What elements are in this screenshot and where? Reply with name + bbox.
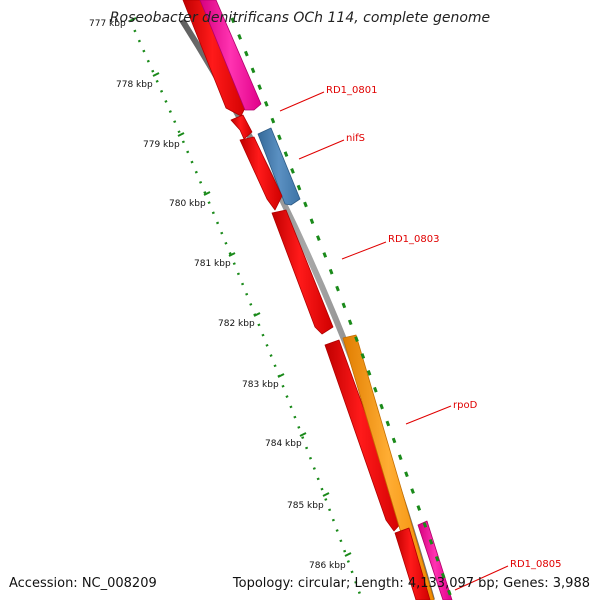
tick-label-786: 786 kbp [309,561,346,571]
ruler-major-tick-5 [253,312,261,317]
tick-label-784: 784 kbp [265,439,302,449]
ruler-major-tick-2 [177,132,185,137]
ruler-major-tick-7 [299,432,307,437]
gene-rd1-0803[interactable] [271,209,334,335]
gene-label-nifs: nifS [346,133,365,144]
tick-label-783: 783 kbp [242,380,279,390]
ruler-major-tick-9 [344,552,352,557]
tick-label-780: 780 kbp [169,199,206,209]
gene-rd1-0801[interactable] [230,114,253,140]
tick-label-778: 778 kbp [116,80,153,90]
ruler-major-tick-0 [129,17,137,22]
ruler-major-tick-3 [203,191,211,196]
tick-label-785: 785 kbp [287,501,324,511]
label-leaders [279,91,509,591]
tick-label-779: 779 kbp [143,140,180,150]
gene-magenta-bottom[interactable] [417,520,453,600]
gene-label-rd1-0805: RD1_0805 [510,559,561,570]
ruler-major-tick-4 [228,252,236,257]
ruler-major-tick-6 [277,373,285,378]
tick-label-782: 782 kbp [218,319,255,329]
ruler-major-tick-8 [322,492,330,497]
gene-features [182,0,453,600]
outer-ticks [230,17,454,600]
gene-label-rpod: rpoD [453,400,478,411]
gene-rd1-0805[interactable] [394,527,431,600]
map-title: Roseobacter denitrificans OCh 114, compl… [110,10,490,26]
ruler-track [128,19,364,600]
tick-label-777: 777 kbp [89,19,126,29]
ruler-major-tick-1 [152,72,160,77]
gene-rpod[interactable] [342,334,435,600]
gene-label-rd1-0801: RD1_0801 [326,85,377,96]
gene-label-rd1-0803: RD1_0803 [388,234,439,245]
gene-magenta-top[interactable] [199,0,262,111]
accession-text: Accession: NC_008209 [9,576,157,591]
ruler-ticks [129,17,352,557]
genome-summary-text: Topology: circular; Length: 4,133,097 bp… [232,576,590,591]
tick-label-781: 781 kbp [194,259,231,269]
gene-rd1-0802[interactable] [239,136,283,211]
